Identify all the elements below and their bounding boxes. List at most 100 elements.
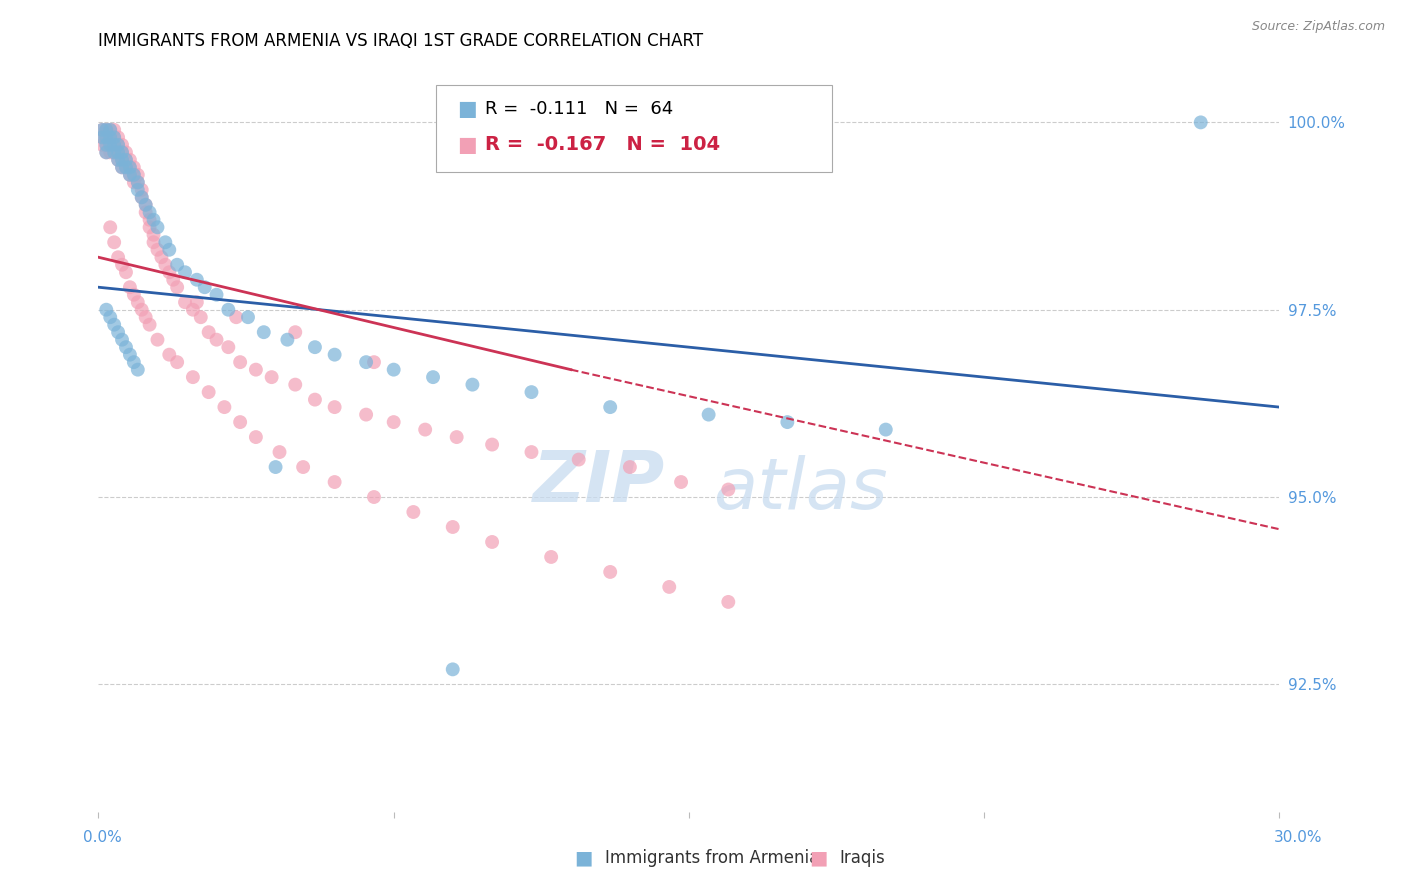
Point (413, 423, 436, 437)
Text: IMMIGRANTS FROM ARMENIA VS IRAQI 1ST GRADE CORRELATION CHART: IMMIGRANTS FROM ARMENIA VS IRAQI 1ST GRA… (98, 32, 703, 50)
Text: Immigrants from Armenia: Immigrants from Armenia (605, 849, 818, 867)
Point (115, 153, 138, 167)
Point (118, 153, 141, 167)
Point (103, 235, 125, 250)
Point (382, 415, 405, 429)
Point (118, 168, 141, 182)
Point (96, 123, 118, 137)
Point (157, 265, 180, 279)
Point (122, 161, 145, 175)
Point (194, 280, 217, 294)
Point (96, 137, 118, 152)
Point (146, 333, 169, 347)
Point (135, 198, 157, 212)
Point (214, 400, 236, 414)
Point (323, 475, 346, 489)
Point (91, 123, 114, 137)
Point (229, 415, 252, 429)
Point (166, 355, 188, 369)
Point (98, 137, 121, 152)
Point (122, 168, 145, 182)
Point (98, 220, 121, 235)
Point (382, 362, 405, 376)
Point (619, 460, 641, 475)
Point (354, 408, 377, 422)
Point (127, 183, 149, 197)
Point (166, 258, 188, 272)
Point (98, 123, 121, 137)
Point (118, 280, 141, 294)
Point (135, 310, 157, 325)
Point (166, 280, 188, 294)
Point (481, 437, 503, 451)
Point (131, 190, 153, 204)
Point (142, 212, 165, 227)
Point (103, 145, 125, 160)
Text: atlas: atlas (713, 455, 887, 524)
Point (155, 258, 177, 272)
Point (446, 430, 468, 444)
Point (122, 287, 145, 301)
Point (111, 137, 134, 152)
Point (98, 130, 121, 145)
Point (181, 370, 204, 384)
Point (481, 535, 503, 549)
Text: 30.0%: 30.0% (1274, 830, 1322, 845)
Point (91, 137, 114, 152)
Point (103, 137, 125, 152)
Point (292, 460, 315, 475)
Point (217, 302, 239, 317)
Point (91, 130, 114, 145)
Point (111, 333, 134, 347)
Point (118, 348, 141, 362)
Point (717, 483, 740, 497)
Text: ■: ■ (808, 848, 828, 868)
Point (96, 145, 118, 160)
Point (127, 362, 149, 376)
Point (98, 145, 121, 160)
Point (197, 325, 219, 339)
Point (402, 505, 425, 519)
Point (118, 161, 141, 175)
Point (91, 130, 114, 145)
Point (107, 130, 129, 145)
Point (107, 145, 129, 160)
Point (111, 153, 134, 167)
Point (111, 145, 134, 160)
Point (441, 662, 464, 676)
Point (96, 123, 118, 137)
Point (103, 137, 125, 152)
Point (91, 123, 114, 137)
Point (115, 161, 138, 175)
Point (111, 258, 134, 272)
Point (115, 145, 138, 160)
Point (118, 161, 141, 175)
Point (155, 235, 177, 250)
Point (122, 175, 145, 189)
Point (186, 273, 208, 287)
Point (98, 310, 121, 325)
Point (217, 340, 239, 354)
Point (323, 400, 346, 414)
Point (127, 168, 149, 182)
Point (276, 333, 298, 347)
Point (245, 362, 267, 376)
Point (96, 145, 118, 160)
Text: ■: ■ (574, 848, 593, 868)
Point (599, 565, 621, 579)
Text: R =  -0.167   N =  104: R = -0.167 N = 104 (485, 135, 720, 154)
Point (118, 168, 141, 182)
Point (111, 145, 134, 160)
Text: R =  -0.111   N =  64: R = -0.111 N = 64 (485, 100, 673, 118)
Point (157, 348, 180, 362)
Point (115, 265, 138, 279)
Point (717, 595, 740, 609)
Point (111, 161, 134, 175)
Point (96, 130, 118, 145)
Point (520, 385, 543, 400)
Point (186, 295, 208, 310)
Point (146, 220, 169, 235)
Point (1189, 115, 1212, 129)
Point (107, 137, 129, 152)
Point (304, 392, 326, 407)
